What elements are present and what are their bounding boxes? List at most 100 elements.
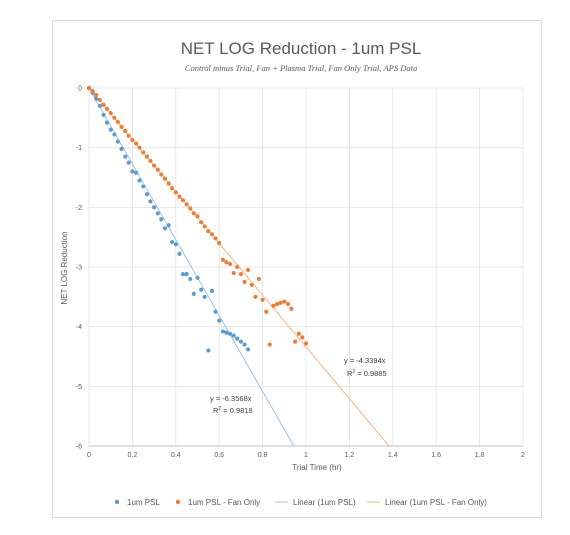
chart-subtitle: Control minus Trial, Fan + Plasma Trial,… [185, 63, 417, 73]
x-tick-label: 1.4 [388, 452, 398, 459]
data-point [184, 272, 189, 277]
data-point [227, 331, 233, 336]
x-axis-label: Trial Time (hr) [292, 463, 342, 472]
data-point [278, 300, 283, 305]
data-point [115, 139, 120, 144]
legend-item-linear-1um-psl: Linear (1um PSL) [275, 498, 356, 507]
data-point [296, 331, 301, 336]
y-tick-label: 0 [78, 86, 82, 93]
data-point [123, 128, 128, 134]
legend-label: Linear (1um PSL) [293, 498, 356, 507]
data-point [238, 339, 243, 344]
data-point [227, 261, 233, 267]
data-point [184, 202, 189, 207]
data-point [303, 341, 309, 346]
data-point [119, 146, 124, 151]
data-point [130, 137, 135, 143]
equation-label-fan-only: y = -4.3394x R2 = 0.9885 [344, 356, 387, 378]
x-tick-label: 1.8 [475, 452, 485, 459]
data-point [162, 176, 168, 181]
data-point [275, 301, 280, 307]
data-point [173, 190, 178, 195]
data-point [144, 192, 150, 197]
data-point [213, 309, 218, 314]
legend-label: 1um PSL - Fan Only [188, 498, 260, 507]
equation-label-1um-psl: y = -6.3568x R2 = 0.9818 [210, 394, 253, 415]
data-point [191, 211, 196, 216]
legend-item-fan-only: 1um PSL - Fan Only [175, 498, 260, 507]
data-point [235, 336, 240, 341]
equation-text: y = -6.3568x [210, 394, 252, 403]
data-point [188, 206, 193, 211]
legend-label: 1um PSL [127, 498, 160, 507]
x-tick-label: 1.2 [345, 452, 355, 459]
data-point [242, 342, 247, 347]
data-point [180, 272, 186, 277]
data-point [97, 103, 102, 108]
equation-text: y = -4.3394x [344, 356, 386, 365]
data-point [231, 270, 236, 276]
data-point [112, 132, 117, 137]
data-point [282, 299, 287, 304]
data-point [148, 158, 153, 163]
legend-item-linear-fan-only: Linear (1um PSL - Fan Only) [367, 498, 487, 507]
data-point [104, 120, 110, 125]
data-point [90, 88, 95, 94]
data-point [177, 194, 182, 199]
data-point [260, 297, 265, 302]
data-point [133, 170, 139, 175]
data-point [170, 239, 175, 245]
data-point [137, 145, 142, 150]
data-point [115, 119, 120, 125]
legend-marker [175, 499, 181, 505]
data-point [180, 198, 186, 203]
data-point [195, 214, 200, 219]
y-tick-label: -1 [76, 145, 82, 152]
data-point [253, 294, 258, 299]
data-point [202, 294, 207, 299]
data-point [166, 181, 171, 186]
data-point [206, 348, 211, 353]
x-tick-label: 0.2 [128, 452, 138, 459]
data-point [148, 199, 153, 204]
data-point [104, 106, 110, 111]
data-point [112, 115, 117, 120]
x-tick-label: 0.6 [214, 452, 224, 459]
data-point [159, 217, 164, 222]
data-point [293, 339, 298, 344]
data-point [231, 333, 236, 338]
data-point [220, 329, 225, 334]
data-point [206, 229, 211, 234]
data-point [123, 154, 128, 159]
data-point [137, 178, 142, 183]
data-point [159, 172, 164, 177]
data-point [108, 110, 113, 116]
legend-item-1um-psl: 1um PSL [114, 498, 160, 507]
x-tick-labels: 0 0.2 0.4 0.6 0.8 1 1.2 1.4 1.6 1.8 2 [87, 452, 525, 459]
data-point [126, 133, 131, 138]
data-point [267, 342, 272, 347]
chart-frame: NET LOG Reduction - 1um PSL Control minu… [52, 20, 542, 518]
legend-label: Linear (1um PSL - Fan Only) [385, 498, 487, 507]
data-point [173, 242, 178, 247]
data-point [170, 186, 175, 191]
chart-svg: NET LOG Reduction - 1um PSL Control minu… [60, 39, 525, 507]
data-point [119, 124, 124, 129]
data-point [108, 127, 113, 132]
x-tick-label: 0.8 [258, 452, 268, 459]
data-point [217, 318, 222, 323]
data-point [245, 347, 251, 352]
y-tick-label: -6 [76, 444, 82, 451]
data-point [94, 93, 99, 98]
data-point [130, 169, 135, 174]
data-point [97, 97, 102, 103]
r-squared-text: R2 = 0.9818 [213, 406, 253, 415]
data-point [94, 96, 99, 101]
y-tick-labels: 0 -1 -2 -3 -4 -5 -6 [76, 86, 82, 451]
data-point [133, 141, 139, 146]
data-point [144, 154, 150, 159]
legend-marker [114, 499, 120, 505]
data-point [249, 282, 254, 287]
r-squared-text: R2 = 0.9885 [347, 369, 387, 378]
y-axis-label: NET LOG Reduction [60, 231, 69, 304]
